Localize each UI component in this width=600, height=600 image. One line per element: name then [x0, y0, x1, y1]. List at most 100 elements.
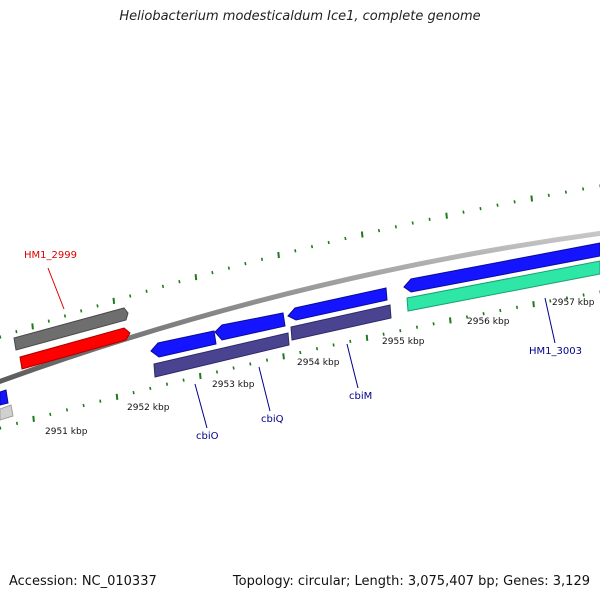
- lower-scale-tick: [182, 378, 185, 382]
- upper-scale-tick: [260, 257, 264, 261]
- gene-hm1-2999-red[interactable]: [19, 327, 131, 370]
- gene-blue-cbiq[interactable]: [214, 312, 286, 341]
- genome-backbone: [0, 230, 600, 385]
- genome-summary-text: Topology: circular; Length: 3,075,407 bp…: [232, 574, 590, 589]
- upper-scale-tick: [0, 335, 2, 339]
- scale-label-2954: 2954 kbp: [297, 358, 340, 368]
- upper-scale-tick: [145, 289, 148, 293]
- lower-scale-tick: [215, 370, 219, 374]
- gene-blue-cbio[interactable]: [150, 330, 217, 358]
- upper-scale-tick: [496, 203, 499, 207]
- upper-scale-tick: [428, 217, 431, 221]
- scale-label-2953: 2953 kbp: [212, 380, 255, 390]
- lower-scale-tick: [149, 386, 152, 391]
- upper-scale-tick: [161, 284, 165, 289]
- upper-scale-tick: [211, 270, 214, 275]
- upper-scale-tick: [377, 228, 381, 233]
- upper-scale-tick: [80, 309, 83, 313]
- scale-label-2957: 2957 kbp: [552, 298, 595, 308]
- lower-scale-tick: [515, 305, 519, 309]
- upper-scale-tick: [194, 274, 198, 281]
- upper-scale-tick: [63, 314, 67, 318]
- upper-scale-tick: [294, 249, 297, 253]
- upper-scale-tick: [15, 329, 18, 334]
- lower-scale-tick: [449, 317, 452, 324]
- gene-purple-cbim[interactable]: [290, 304, 392, 341]
- scale-ticks-lower: [0, 290, 600, 430]
- lower-scale-tick: [349, 339, 352, 344]
- lower-scale-tick: [365, 334, 369, 341]
- upper-scale-tick: [479, 206, 482, 211]
- upper-scale-tick: [394, 225, 397, 229]
- gene-label-cbiq[interactable]: cbiQ: [261, 414, 284, 425]
- upper-scale-tick: [178, 280, 181, 284]
- gene-label-cbim[interactable]: cbiM: [349, 391, 372, 402]
- upper-scale-tick: [327, 240, 330, 245]
- lower-scale-tick: [499, 308, 502, 313]
- lower-scale-tick: [582, 293, 585, 297]
- upper-scale-tick: [96, 304, 99, 308]
- upper-scale-tick: [129, 294, 132, 298]
- upper-scale-tick: [112, 297, 116, 304]
- gene-purple-cbio[interactable]: [153, 332, 290, 378]
- lower-scale-tick: [482, 312, 485, 316]
- lower-scale-tick: [332, 343, 335, 347]
- lower-scale-tick: [15, 421, 19, 426]
- lower-scale-tick: [232, 366, 235, 370]
- lower-scale-tick: [165, 382, 169, 386]
- lower-scale-tick: [532, 301, 535, 308]
- upper-scale-tick: [530, 195, 533, 202]
- gene-blue-cbim[interactable]: [287, 287, 388, 321]
- gene-label-hm1-2999[interactable]: HM1_2999: [24, 250, 77, 261]
- scale-ticks-upper: [0, 184, 600, 339]
- upper-scale-tick: [445, 212, 448, 219]
- lower-scale-tick: [415, 325, 419, 329]
- lower-scale-tick: [399, 329, 402, 333]
- upper-scale-tick: [310, 244, 314, 249]
- leader-hm1-3003: [544, 297, 556, 344]
- lower-scale-tick: [315, 347, 319, 351]
- leader-hm1-2999: [47, 267, 65, 310]
- gene-light-gray[interactable]: [0, 404, 14, 421]
- gene-blue-edge[interactable]: [0, 389, 9, 406]
- upper-scale-tick: [411, 221, 414, 225]
- upper-scale-tick: [547, 193, 550, 197]
- lower-scale-tick: [82, 403, 85, 408]
- upper-scale-tick: [244, 261, 247, 266]
- upper-scale-tick: [227, 266, 230, 270]
- lower-scale-tick: [382, 332, 385, 336]
- lower-scale-tick: [132, 390, 135, 395]
- lower-scale-tick: [0, 426, 2, 430]
- scale-label-2956: 2956 kbp: [467, 317, 510, 327]
- upper-scale-tick: [513, 200, 516, 204]
- scale-label-2951: 2951 kbp: [45, 427, 88, 437]
- gene-label-cbio[interactable]: cbiO: [196, 431, 219, 442]
- lower-scale-tick: [199, 372, 202, 380]
- lower-scale-tick: [265, 358, 269, 362]
- gene-blue-hm1-3003[interactable]: [403, 242, 600, 293]
- lower-scale-tick: [282, 353, 285, 360]
- lower-scale-tick: [565, 296, 569, 300]
- upper-scale-tick: [344, 236, 347, 241]
- gene-label-hm1-3003[interactable]: HM1_3003: [529, 346, 582, 357]
- gene-teal[interactable]: [406, 260, 600, 312]
- accession-text: Accession: NC_010337: [9, 574, 157, 589]
- scale-label-2952: 2952 kbp: [127, 403, 170, 413]
- upper-scale-tick: [564, 190, 567, 194]
- lower-scale-tick: [299, 350, 302, 355]
- upper-scale-tick: [277, 251, 280, 259]
- scale-label-2955: 2955 kbp: [382, 337, 425, 347]
- lower-scale-tick: [65, 408, 69, 412]
- gene-hm1-2999-gray[interactable]: [13, 307, 129, 351]
- lower-scale-tick: [465, 315, 469, 319]
- map-title: Heliobacterium modesticaldum Ice1, compl…: [119, 9, 481, 24]
- lower-scale-tick: [115, 393, 119, 400]
- upper-scale-tick: [31, 323, 34, 330]
- leader-cbiq: [258, 366, 271, 412]
- upper-scale-tick: [462, 210, 465, 214]
- lower-scale-tick: [432, 322, 435, 326]
- lower-scale-tick: [32, 415, 35, 422]
- upper-scale-tick: [582, 187, 585, 191]
